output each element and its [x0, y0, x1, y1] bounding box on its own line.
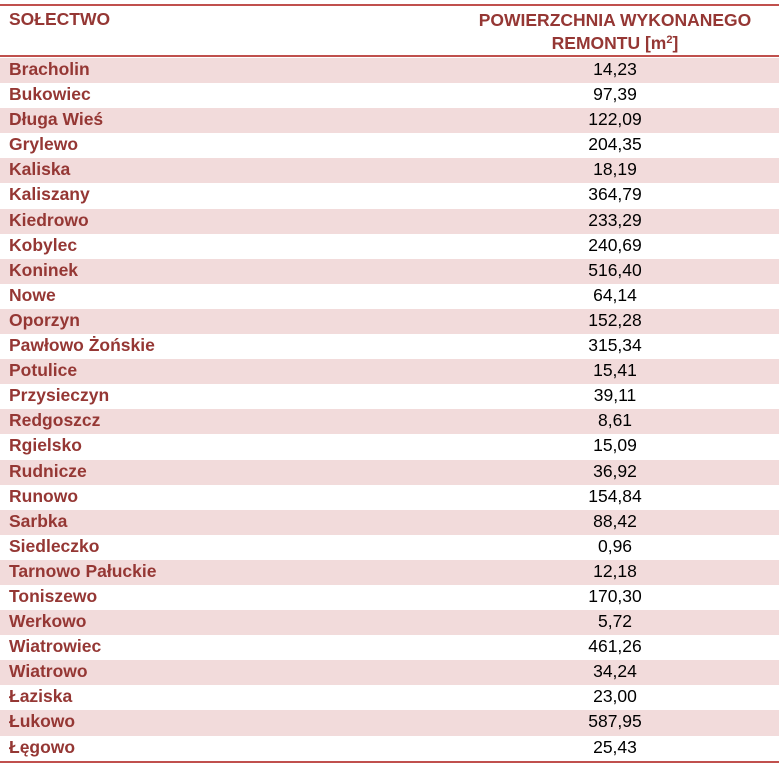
area-value-cell: 34,24 [593, 661, 637, 682]
header-area-superscript: 2 [666, 34, 673, 46]
area-value-cell: 587,95 [588, 711, 642, 732]
solectwo-name-cell: Potulice [9, 360, 78, 381]
area-value-cell: 154,84 [588, 485, 642, 506]
solectwo-name-cell: Koninek [9, 259, 79, 280]
table-row: Koninek 516,40 [0, 258, 779, 284]
table-row: Sarbka 88,42 [0, 509, 779, 535]
solectwo-name-cell: Siedleczko [9, 535, 100, 556]
table-row: Oporzyn 152,28 [0, 308, 779, 335]
area-value-cell: 12,18 [593, 560, 637, 581]
table-bottom-rule [0, 761, 779, 763]
solectwo-name-cell: Sarbka [9, 510, 68, 531]
area-value-cell: 97,39 [593, 84, 637, 105]
solectwo-name-cell: Oporzyn [9, 309, 80, 330]
table-row: Przysieczyn 39,11 [0, 384, 779, 409]
table-row: Łukowo 587,95 [0, 710, 779, 736]
area-value-cell: 39,11 [593, 385, 637, 406]
table-row: Bracholin 14,23 [0, 58, 779, 84]
area-value-cell: 0,96 [597, 535, 633, 556]
area-value-cell: 152,28 [588, 309, 642, 330]
table-row: Kiedrowo 233,29 [0, 208, 779, 234]
solectwo-name-cell: Redgoszcz [9, 410, 101, 431]
table-row: Rudnicze 36,92 [0, 459, 779, 485]
solectwo-name-cell: Bracholin [9, 59, 90, 79]
area-value-cell: 36,92 [593, 460, 637, 481]
table-row: Nowe 64,14 [0, 284, 779, 309]
solectwo-name-cell: Bukowiec [9, 84, 91, 105]
area-value-cell: 233,29 [588, 209, 642, 230]
area-value-cell: 15,41 [593, 360, 637, 381]
solectwo-name-cell: Werkowo [9, 611, 87, 632]
table-header: SOŁECTWO POWIERZCHNIA WYKONANEGO REMONTU… [0, 7, 779, 57]
area-value-cell: 23,00 [593, 686, 637, 707]
table-row: Łaziska 23,00 [0, 685, 779, 710]
table-top-rule [0, 4, 779, 6]
area-value-cell: 14,23 [593, 59, 637, 79]
table-row: Siedleczko 0,96 [0, 535, 779, 560]
header-solectwo: SOŁECTWO [9, 9, 111, 29]
header-area-line2-text: REMONTU [m [551, 33, 667, 53]
table-row: Kobylec 240,69 [0, 234, 779, 259]
area-value-cell: 8,61 [597, 410, 633, 431]
table-row: Grylewo 204,35 [0, 133, 779, 158]
solectwo-name-cell: Łęgowo [9, 736, 76, 757]
solectwo-name-cell: Rgielsko [9, 435, 82, 456]
solectwo-name-cell: Tarnowo Pałuckie [9, 560, 157, 581]
table-row: Wiatrowiec 461,26 [0, 635, 779, 660]
area-value-cell: 364,79 [588, 184, 642, 205]
solectwo-name-cell: Długa Wieś [9, 109, 104, 130]
solectwo-name-cell: Kaliska [9, 159, 71, 180]
table-row: Werkowo 5,72 [0, 610, 779, 636]
table-row: Tarnowo Pałuckie 12,18 [0, 559, 779, 585]
solectwo-name-cell: Kobylec [9, 234, 78, 255]
table-row: Toniszewo 170,30 [0, 585, 779, 610]
table-row: Potulice 15,41 [0, 359, 779, 385]
solectwo-name-cell: Kiedrowo [9, 209, 89, 230]
header-area-line1: POWIERZCHNIA WYKONANEGO [478, 10, 752, 30]
table-row: Runowo 154,84 [0, 485, 779, 510]
table-row: Pawłowo Żońskie 315,34 [0, 334, 779, 359]
table-body: Bracholin 14,23 Bukowiec 97,39 Długa Wieś 122… [0, 58, 779, 761]
solectwo-name-cell: Łaziska [9, 686, 73, 707]
header-area-line2: REMONTU [m2] [450, 32, 779, 55]
solectwo-name-cell: Wiatrowiec [9, 636, 102, 657]
solectwo-name-cell: Grylewo [9, 134, 79, 155]
solectwo-name-cell: Przysieczyn [9, 385, 110, 406]
header-area: POWIERZCHNIA WYKONANEGO REMONTU [m2] [450, 9, 779, 55]
solectwo-name-cell: Wiatrowo [9, 661, 88, 682]
solectwo-name-cell: Pawłowo Żońskie [9, 335, 155, 356]
table-row: Łęgowo 25,43 [0, 736, 779, 761]
area-value-cell: 315,34 [588, 335, 642, 356]
table-row: Redgoszcz 8,61 [0, 409, 779, 435]
solectwo-name-cell: Toniszewo [9, 585, 98, 606]
solectwo-name-cell: Rudnicze [9, 460, 87, 481]
area-value-cell: 516,40 [588, 259, 642, 280]
area-value-cell: 5,72 [597, 611, 633, 632]
area-value-cell: 122,09 [588, 109, 642, 130]
header-area-line2-end: ] [672, 33, 679, 53]
area-value-cell: 170,30 [588, 585, 642, 606]
solectwo-name-cell: Runowo [9, 485, 79, 506]
area-value-cell: 18,19 [593, 159, 637, 180]
area-value-cell: 88,42 [593, 510, 637, 531]
table-row: Bukowiec 97,39 [0, 83, 779, 108]
area-value-cell: 25,43 [593, 736, 637, 757]
solectwo-name-cell: Łukowo [9, 711, 76, 732]
area-value-cell: 15,09 [593, 435, 637, 456]
solectwo-name-cell: Nowe [9, 284, 56, 305]
area-value-cell: 64,14 [593, 284, 637, 305]
area-value-cell: 461,26 [588, 636, 642, 657]
area-value-cell: 240,69 [588, 234, 642, 255]
table-row: Wiatrowo 34,24 [0, 660, 779, 686]
table-row: Kaliszany 364,79 [0, 183, 779, 208]
table-row: Kaliska 18,19 [0, 158, 779, 184]
table-row: Długa Wieś 122,09 [0, 108, 779, 134]
area-value-cell: 204,35 [588, 134, 642, 155]
table-row: Rgielsko 15,09 [0, 434, 779, 459]
solectwo-name-cell: Kaliszany [9, 184, 90, 205]
